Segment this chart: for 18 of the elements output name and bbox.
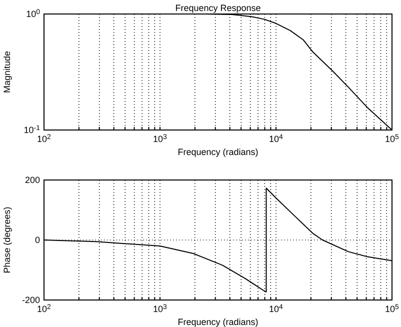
x-tick-label: 10$^{3}$ bbox=[153, 304, 168, 314]
x-tick-label: 10$^{2}$ bbox=[37, 304, 52, 314]
chart-title: Frequency Response bbox=[175, 3, 261, 13]
y-tick-label: 10$^{0}$ bbox=[26, 8, 40, 19]
x-axis-title: Frequency (radians) bbox=[178, 147, 258, 157]
y-tick-label: 200 bbox=[24, 175, 40, 185]
x-tick-label: 10$^{2}$ bbox=[37, 134, 52, 144]
x-tick-label: 10$^{5}$ bbox=[385, 304, 400, 314]
y-tick-label: 0 bbox=[34, 235, 40, 245]
y-axis-title: Phase (degrees) bbox=[2, 206, 12, 274]
x-tick-label: 10$^{5}$ bbox=[385, 134, 400, 144]
x-tick-label: 10$^{4}$ bbox=[269, 304, 284, 314]
x-axis-title: Frequency (radians) bbox=[178, 317, 258, 327]
y-tick-label: -200 bbox=[22, 295, 40, 305]
x-tick-label: 10$^{3}$ bbox=[153, 134, 168, 144]
x-tick-label: 10$^{4}$ bbox=[269, 134, 284, 144]
y-axis-title: Magnitude bbox=[2, 50, 12, 94]
y-tick-label: 10$^{-1}$ bbox=[24, 124, 40, 135]
